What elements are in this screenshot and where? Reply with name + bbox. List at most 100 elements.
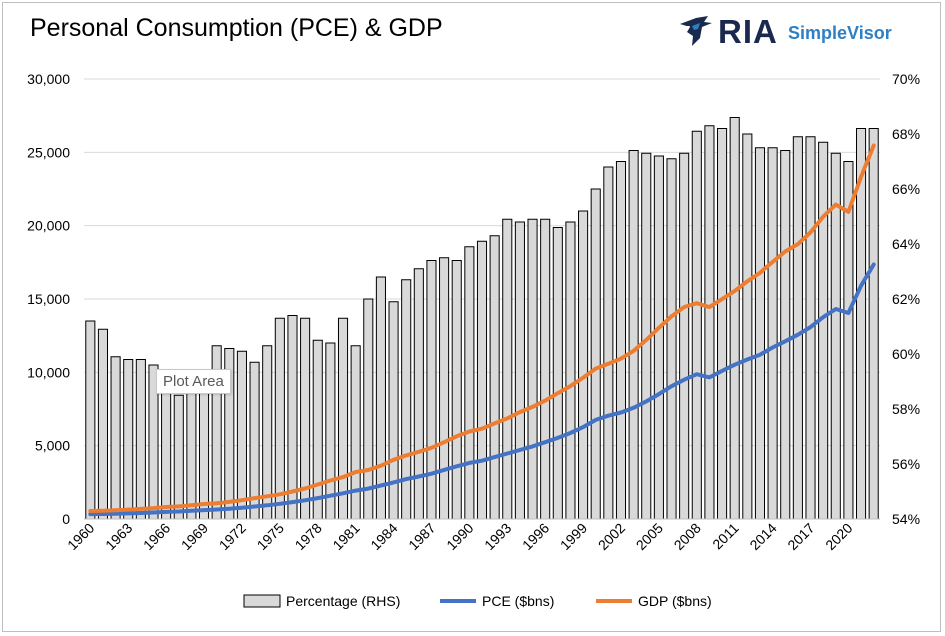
left-axis-tick-label: 30,000	[27, 71, 70, 87]
bar	[843, 161, 854, 520]
bar	[401, 279, 412, 520]
bar	[262, 345, 273, 520]
legend: Percentage (RHS) PCE ($bns) GDP ($bns)	[243, 593, 712, 609]
left-axis-tick-label: 5,000	[35, 438, 70, 454]
x-axis-tick-label: 2011	[709, 520, 742, 553]
bar	[312, 339, 323, 520]
bar	[780, 150, 791, 520]
x-axis-tick-label: 2017	[784, 520, 817, 553]
legend-label: GDP ($bns)	[638, 593, 712, 609]
legend-swatch-bar	[243, 594, 281, 608]
bar	[413, 268, 424, 520]
bar	[173, 394, 184, 520]
bar	[818, 141, 829, 520]
x-axis-tick-label: 2014	[746, 520, 779, 553]
bar	[274, 317, 285, 520]
series-line	[88, 262, 876, 517]
right-axis-tick-label: 60%	[892, 346, 920, 362]
bar	[337, 317, 349, 520]
bar	[388, 301, 399, 520]
bar	[704, 125, 715, 520]
x-axis-tick-label: 1984	[367, 520, 400, 553]
bar	[691, 130, 702, 520]
legend-label: PCE ($bns)	[482, 593, 554, 609]
brand-ria-text: RIA	[718, 13, 778, 50]
plot-area-tooltip: Plot Area	[156, 369, 231, 394]
bar	[236, 350, 247, 520]
bar	[464, 246, 475, 520]
right-axis-tick-label: 64%	[892, 236, 920, 252]
bar	[476, 240, 488, 520]
right-axis-tick-label: 62%	[892, 291, 920, 307]
x-axis: 1960 1963 1966 1969 1972 1975 1978 1981 1984 1987…	[64, 518, 880, 553]
bar	[249, 361, 260, 520]
bar	[792, 136, 803, 520]
bar	[578, 210, 589, 520]
right-axis-tick-label: 58%	[892, 401, 920, 417]
bar	[451, 260, 462, 520]
bar	[615, 161, 627, 520]
x-axis-tick-label: 1966	[140, 520, 173, 553]
chart-title: Personal Consumption (PCE) & GDP	[30, 14, 443, 42]
bar	[527, 218, 538, 520]
bar	[540, 218, 551, 520]
bar	[603, 166, 614, 520]
bar	[123, 359, 134, 520]
bar	[653, 155, 664, 520]
bar	[742, 133, 753, 520]
bar	[729, 117, 740, 520]
bar	[868, 128, 879, 520]
bar	[666, 158, 677, 520]
bar	[439, 257, 450, 520]
bar	[426, 260, 437, 520]
bar	[161, 386, 172, 520]
right-axis-tick-label: 56%	[892, 456, 920, 472]
bar	[287, 315, 298, 520]
left-axis-tick-label: 25,000	[27, 144, 70, 160]
bar	[85, 320, 96, 520]
line-series	[88, 143, 876, 517]
x-axis-tick-label: 1990	[443, 520, 476, 553]
bar	[198, 383, 210, 520]
bar	[97, 328, 109, 520]
bar	[135, 359, 146, 520]
right-axis-tick-label: 66%	[892, 181, 920, 197]
bar	[754, 147, 766, 520]
x-axis-tick-label: 1975	[254, 520, 287, 553]
right-axis-tick-label: 68%	[892, 126, 920, 142]
bar	[767, 147, 778, 520]
brand-logo: RIA SimpleVisor	[678, 12, 908, 52]
right-axis-tick-label: 54%	[892, 511, 920, 527]
bar	[110, 356, 121, 520]
eagle-logo-icon	[680, 16, 712, 46]
right-axis-tick-label: 70%	[892, 71, 920, 87]
x-axis-tick-label: 2002	[595, 520, 628, 553]
right-axis: 54% 56% 58% 60% 62% 64% 66% 68% 70%	[892, 71, 920, 527]
left-axis-tick-label: 10,000	[27, 364, 70, 380]
brand-simplevisor-text: SimpleVisor	[788, 23, 892, 43]
bar	[565, 221, 576, 520]
left-axis-tick-label: 20,000	[27, 218, 70, 234]
x-axis-tick-label: 1981	[329, 520, 362, 553]
bar	[186, 383, 197, 520]
x-axis-tick-label: 2020	[822, 520, 855, 553]
left-axis: 0 5,000 10,000 15,000 20,000 25,000 30,000	[27, 71, 70, 527]
x-axis-tick-label: 2008	[671, 520, 704, 553]
bar	[679, 152, 690, 520]
left-axis-tick-label: 0	[62, 511, 70, 527]
x-axis-tick-label: 1996	[519, 520, 552, 553]
bar	[489, 235, 500, 520]
bar	[590, 188, 601, 520]
legend-label: Percentage (RHS)	[286, 593, 400, 609]
x-axis-tick-label: 2005	[633, 520, 666, 553]
x-axis-tick-label: 1972	[216, 520, 249, 553]
x-axis-tick-label: 1999	[557, 520, 590, 553]
bar	[514, 221, 525, 520]
left-axis-tick-label: 15,000	[27, 291, 70, 307]
bar	[325, 342, 336, 520]
x-axis-tick-label: 1978	[292, 520, 325, 553]
series-line	[88, 143, 876, 513]
x-axis-tick-label: 1987	[405, 520, 438, 553]
bar	[552, 227, 563, 520]
